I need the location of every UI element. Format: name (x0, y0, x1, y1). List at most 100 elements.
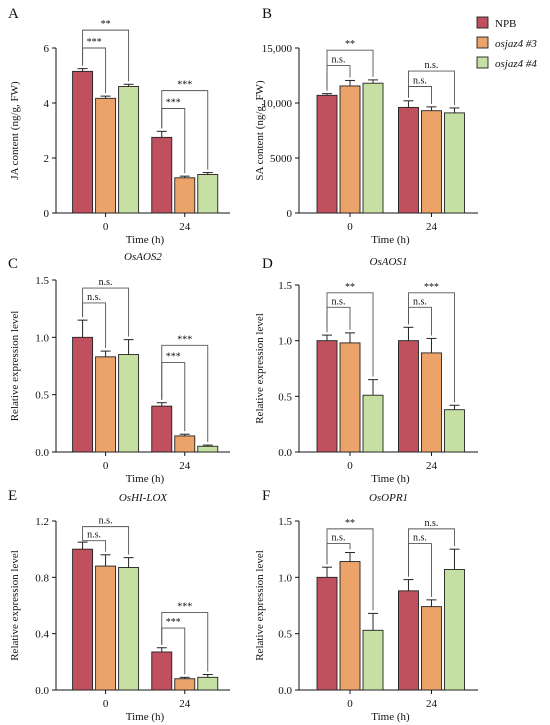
significance-bracket (326, 543, 351, 565)
y-tick-label: 0 (287, 208, 293, 220)
significance-bracket (161, 362, 186, 432)
bar (316, 340, 338, 453)
legend-label: osjaz4 #3 (495, 38, 537, 50)
y-tick-label: 0.0 (35, 447, 49, 459)
bar (421, 110, 442, 214)
y-tick-label: 0.0 (278, 447, 292, 459)
chart-panel-f: F OsOPR1 0.0 0.5 1.0 1.5 Relative expression l… (254, 488, 478, 723)
y-tick-label: 0.0 (278, 685, 292, 697)
significance-label: *** (424, 282, 439, 293)
bar (398, 106, 419, 214)
x-tick-label: 24 (426, 698, 438, 710)
significance-bracket (408, 70, 455, 105)
bar (72, 336, 94, 453)
bar (339, 85, 361, 214)
y-axis-label: Relative expression level (9, 550, 21, 661)
y-tick-label: 0.0 (35, 685, 49, 697)
significance-label: n.s. (332, 533, 346, 544)
panel-letter: F (262, 488, 270, 504)
significance-bracket (408, 306, 432, 336)
y-tick-label: 1.5 (278, 516, 292, 528)
x-tick-label: 24 (179, 221, 191, 233)
chart-panel-b: B 0 5000 10,000 15,000 SA content (ng/g, FW) 0… (254, 6, 478, 246)
panel-letter: B (262, 6, 272, 22)
bar (72, 70, 94, 214)
significance-label: ** (101, 19, 111, 30)
bar (95, 565, 117, 691)
bar (421, 606, 442, 691)
x-tick-label: 0 (347, 221, 353, 233)
y-tick-label: 1.5 (35, 275, 49, 287)
significance-label: *** (177, 334, 192, 345)
legend-label: NPB (495, 18, 516, 30)
significance-bracket (82, 526, 130, 555)
significance-label: *** (177, 602, 192, 613)
bar (197, 676, 219, 691)
significance-label: ** (345, 518, 355, 529)
y-tick-label: 0.5 (278, 391, 292, 403)
significance-label: *** (177, 80, 192, 91)
bar (444, 568, 465, 691)
significance-bracket (408, 86, 432, 104)
legend: NPB osjaz4 #3 osjaz4 #4 (476, 16, 537, 70)
bar (398, 590, 419, 691)
significance-label: n.s. (413, 296, 427, 307)
bar (362, 629, 384, 691)
y-axis-label: SA content (ng/g, FW) (254, 80, 266, 181)
y-axis-label: Relative expression level (254, 313, 266, 424)
bar (72, 548, 94, 691)
significance-label: n.s. (413, 533, 427, 544)
chart-panel-e: E OsHI-LOX 0.0 0.4 0.8 1.2 Relative expression… (8, 488, 230, 723)
x-tick-label: 0 (103, 460, 109, 472)
chart-panel-c: C OsAOS2 0.0 0.5 1.0 1.5 Relative expression l… (8, 251, 230, 485)
bar (151, 405, 173, 453)
y-axis-label: Relative expression level (254, 550, 266, 661)
legend-swatch (476, 36, 489, 49)
x-tick-label: 24 (426, 460, 438, 472)
y-axis-label: JA content (ng/g, FW) (9, 81, 21, 180)
y-tick-label: 1.0 (278, 336, 292, 348)
bar (444, 409, 465, 453)
panel-letter: A (8, 6, 19, 22)
y-tick-label: 1.0 (35, 332, 49, 344)
x-tick-label: 0 (347, 460, 353, 472)
bar (197, 174, 219, 214)
bar (362, 394, 384, 453)
bar (316, 94, 338, 214)
legend-label: osjaz4 #4 (495, 58, 537, 70)
y-tick-label: 5000 (270, 153, 293, 165)
x-tick-label: 0 (103, 221, 109, 233)
significance-bracket (82, 47, 107, 94)
y-tick-label: 1.2 (35, 516, 49, 528)
x-axis-label: Time (h) (371, 711, 410, 723)
y-tick-label: 15,000 (262, 43, 293, 55)
significance-bracket (82, 539, 107, 552)
chart-panel-d: D OsAOS1 0.0 0.5 1.0 1.5 Relative expression l… (254, 256, 478, 485)
significance-label: ** (345, 39, 355, 50)
legend-swatch (476, 16, 489, 29)
bar (197, 445, 219, 453)
bar (339, 342, 361, 453)
y-tick-label: 0 (44, 208, 50, 220)
significance-label: n.s. (425, 60, 439, 71)
significance-bracket (326, 65, 351, 91)
significance-bracket (161, 108, 186, 174)
significance-label: *** (87, 37, 102, 48)
panel-letter: C (8, 256, 18, 272)
x-tick-label: 24 (426, 221, 438, 233)
y-tick-label: 0.5 (35, 390, 49, 402)
significance-label: n.s. (99, 277, 113, 288)
bar (316, 576, 338, 691)
bar (95, 97, 117, 214)
x-axis-label: Time (h) (371, 473, 410, 485)
bar (118, 354, 140, 453)
y-tick-label: 2 (44, 153, 50, 165)
y-tick-label: 1.5 (278, 280, 292, 292)
x-axis-label: Time (h) (126, 711, 165, 723)
bar (118, 567, 140, 691)
bar (339, 561, 361, 691)
significance-label: n.s. (332, 296, 346, 307)
significance-label: n.s. (87, 530, 101, 541)
